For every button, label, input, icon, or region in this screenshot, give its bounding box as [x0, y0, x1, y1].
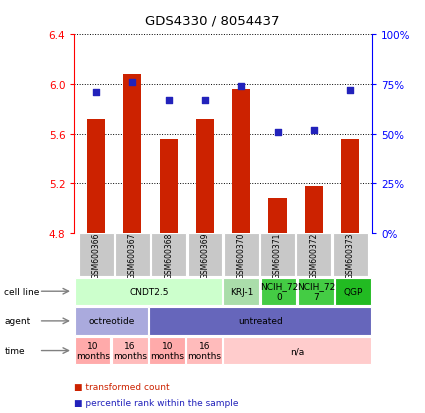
Bar	[224, 234, 259, 276]
Text: QGP: QGP	[343, 287, 363, 296]
Bar	[196, 119, 214, 233]
Point	[201, 97, 208, 104]
Text: 10
months: 10 months	[76, 341, 110, 361]
Bar	[151, 234, 186, 276]
Bar	[261, 278, 296, 305]
Text: GSM600372: GSM600372	[309, 232, 318, 278]
Text: 10
months: 10 months	[150, 341, 184, 361]
Text: NCIH_72
7: NCIH_72 7	[297, 282, 335, 301]
Bar	[224, 337, 371, 364]
Bar	[75, 278, 222, 305]
Text: agent: agent	[4, 317, 31, 325]
Point	[274, 129, 281, 135]
Bar	[75, 308, 147, 335]
Text: time: time	[4, 346, 25, 355]
Bar	[75, 337, 110, 364]
Text: ■ percentile rank within the sample: ■ percentile rank within the sample	[74, 398, 239, 407]
Text: 16
months: 16 months	[187, 341, 221, 361]
Bar	[149, 337, 185, 364]
Bar	[260, 234, 295, 276]
Bar	[335, 278, 371, 305]
Text: n/a: n/a	[290, 346, 305, 355]
Point	[129, 79, 136, 86]
Bar	[79, 234, 113, 276]
Text: GSM600370: GSM600370	[237, 232, 246, 278]
Point	[165, 97, 172, 104]
Text: GSM600371: GSM600371	[273, 232, 282, 278]
Text: GSM600369: GSM600369	[201, 232, 210, 278]
Point	[93, 89, 99, 96]
Text: ■ transformed count: ■ transformed count	[74, 382, 170, 391]
Text: GSM600368: GSM600368	[164, 232, 173, 278]
Bar	[87, 119, 105, 233]
Bar	[149, 308, 371, 335]
Bar	[112, 337, 147, 364]
Bar	[333, 234, 368, 276]
Bar	[269, 199, 286, 233]
Bar	[187, 234, 222, 276]
Text: 16
months: 16 months	[113, 341, 147, 361]
Bar	[296, 234, 331, 276]
Bar	[341, 139, 359, 233]
Text: GDS4330 / 8054437: GDS4330 / 8054437	[145, 14, 280, 27]
Text: NCIH_72
0: NCIH_72 0	[260, 282, 298, 301]
Bar	[160, 139, 178, 233]
Bar	[186, 337, 222, 364]
Text: CNDT2.5: CNDT2.5	[129, 287, 168, 296]
Text: GSM600366: GSM600366	[92, 232, 101, 278]
Bar	[224, 278, 259, 305]
Bar	[123, 75, 142, 233]
Text: KRJ-1: KRJ-1	[230, 287, 253, 296]
Point	[310, 127, 317, 133]
Point	[238, 83, 245, 90]
Bar	[115, 234, 150, 276]
Text: GSM600367: GSM600367	[128, 232, 137, 278]
Bar	[232, 90, 250, 233]
Text: cell line: cell line	[4, 287, 40, 296]
Point	[347, 87, 354, 94]
Text: GSM600373: GSM600373	[346, 232, 354, 278]
Bar	[305, 186, 323, 233]
Bar	[298, 278, 334, 305]
Text: untreated: untreated	[238, 317, 283, 325]
Text: octreotide: octreotide	[88, 317, 135, 325]
